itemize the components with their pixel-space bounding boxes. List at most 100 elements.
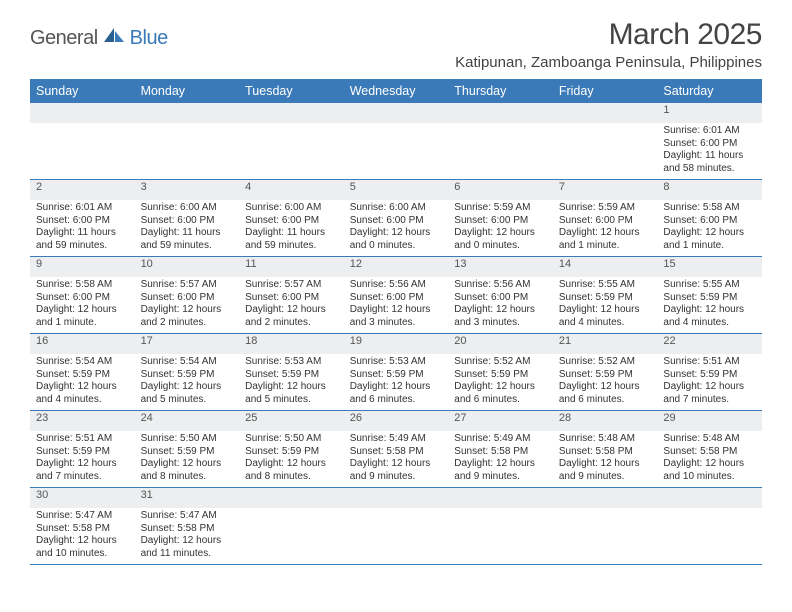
sunrise-line: Sunrise: 5:59 AM <box>454 202 547 215</box>
daylight-line: Daylight: 12 hours and 0 minutes. <box>454 227 547 252</box>
empty-cell <box>239 103 344 123</box>
week-info-row: Sunrise: 5:58 AMSunset: 6:00 PMDaylight:… <box>30 277 762 334</box>
day-number: 20 <box>448 334 553 354</box>
day-info: Sunrise: 5:48 AMSunset: 5:58 PMDaylight:… <box>553 431 658 487</box>
day-info: Sunrise: 5:54 AMSunset: 5:59 PMDaylight:… <box>135 354 240 410</box>
sunrise-line: Sunrise: 5:50 AM <box>245 433 338 446</box>
brand-logo: General Blue <box>30 18 168 50</box>
daylight-line: Daylight: 12 hours and 8 minutes. <box>245 458 338 483</box>
sunset-line: Sunset: 6:00 PM <box>559 215 652 228</box>
day-info: Sunrise: 6:00 AMSunset: 6:00 PMDaylight:… <box>344 200 449 256</box>
daylight-line: Daylight: 12 hours and 5 minutes. <box>245 381 338 406</box>
empty-cell <box>553 123 658 179</box>
week-info-row: Sunrise: 5:51 AMSunset: 5:59 PMDaylight:… <box>30 431 762 488</box>
sunset-line: Sunset: 5:58 PM <box>454 446 547 459</box>
week-daynum-row: 3031 <box>30 488 762 508</box>
day-info: Sunrise: 5:50 AMSunset: 5:59 PMDaylight:… <box>135 431 240 487</box>
day-info: Sunrise: 5:58 AMSunset: 6:00 PMDaylight:… <box>657 200 762 256</box>
day-info: Sunrise: 5:52 AMSunset: 5:59 PMDaylight:… <box>553 354 658 410</box>
sunset-line: Sunset: 5:59 PM <box>663 369 756 382</box>
day-info: Sunrise: 5:49 AMSunset: 5:58 PMDaylight:… <box>344 431 449 487</box>
daylight-line: Daylight: 12 hours and 6 minutes. <box>454 381 547 406</box>
day-number: 21 <box>553 334 658 354</box>
daylight-line: Daylight: 12 hours and 11 minutes. <box>141 535 234 560</box>
daylight-line: Daylight: 11 hours and 59 minutes. <box>245 227 338 252</box>
week-daynum-row: 1 <box>30 103 762 123</box>
sunset-line: Sunset: 6:00 PM <box>141 292 234 305</box>
empty-cell <box>239 123 344 179</box>
daylight-line: Daylight: 12 hours and 4 minutes. <box>36 381 129 406</box>
sunrise-line: Sunrise: 5:52 AM <box>454 356 547 369</box>
sunset-line: Sunset: 6:00 PM <box>454 292 547 305</box>
daylight-line: Daylight: 12 hours and 10 minutes. <box>36 535 129 560</box>
daylight-line: Daylight: 11 hours and 59 minutes. <box>36 227 129 252</box>
day-number: 18 <box>239 334 344 354</box>
empty-cell <box>239 508 344 564</box>
week-info-row: Sunrise: 5:54 AMSunset: 5:59 PMDaylight:… <box>30 354 762 411</box>
empty-cell <box>657 488 762 508</box>
day-info: Sunrise: 5:50 AMSunset: 5:59 PMDaylight:… <box>239 431 344 487</box>
sunset-line: Sunset: 5:58 PM <box>559 446 652 459</box>
day-info: Sunrise: 6:01 AMSunset: 6:00 PMDaylight:… <box>657 123 762 179</box>
weekday-tuesday: Tuesday <box>239 79 344 103</box>
day-info: Sunrise: 6:01 AMSunset: 6:00 PMDaylight:… <box>30 200 135 256</box>
calendar-page: General Blue March 2025 Katipunan, Zambo… <box>0 0 792 565</box>
day-number: 9 <box>30 257 135 277</box>
day-number: 4 <box>239 180 344 200</box>
empty-cell <box>30 103 135 123</box>
daylight-line: Daylight: 12 hours and 7 minutes. <box>663 381 756 406</box>
daylight-line: Daylight: 12 hours and 7 minutes. <box>36 458 129 483</box>
day-number: 29 <box>657 411 762 431</box>
daylight-line: Daylight: 12 hours and 4 minutes. <box>663 304 756 329</box>
day-number: 14 <box>553 257 658 277</box>
empty-cell <box>344 508 449 564</box>
day-number: 25 <box>239 411 344 431</box>
weekday-sunday: Sunday <box>30 79 135 103</box>
week-daynum-row: 16171819202122 <box>30 334 762 354</box>
sunrise-line: Sunrise: 6:00 AM <box>141 202 234 215</box>
sunrise-line: Sunrise: 5:58 AM <box>36 279 129 292</box>
sunrise-line: Sunrise: 5:52 AM <box>559 356 652 369</box>
sail-icon <box>102 26 128 44</box>
sunrise-line: Sunrise: 6:00 AM <box>350 202 443 215</box>
daylight-line: Daylight: 12 hours and 6 minutes. <box>350 381 443 406</box>
empty-cell <box>344 123 449 179</box>
sunrise-line: Sunrise: 5:47 AM <box>36 510 129 523</box>
sunset-line: Sunset: 6:00 PM <box>245 215 338 228</box>
day-info: Sunrise: 5:59 AMSunset: 6:00 PMDaylight:… <box>448 200 553 256</box>
day-number: 15 <box>657 257 762 277</box>
daylight-line: Daylight: 12 hours and 5 minutes. <box>141 381 234 406</box>
day-info: Sunrise: 5:47 AMSunset: 5:58 PMDaylight:… <box>135 508 240 564</box>
weekday-wednesday: Wednesday <box>344 79 449 103</box>
sunset-line: Sunset: 5:59 PM <box>36 446 129 459</box>
day-info: Sunrise: 5:47 AMSunset: 5:58 PMDaylight:… <box>30 508 135 564</box>
daylight-line: Daylight: 12 hours and 1 minute. <box>559 227 652 252</box>
day-number: 8 <box>657 180 762 200</box>
daylight-line: Daylight: 12 hours and 3 minutes. <box>454 304 547 329</box>
page-title: March 2025 <box>609 18 762 52</box>
calendar-body: 1Sunrise: 6:01 AMSunset: 6:00 PMDaylight… <box>30 103 762 565</box>
sunrise-line: Sunrise: 5:47 AM <box>141 510 234 523</box>
empty-cell <box>344 488 449 508</box>
day-number: 23 <box>30 411 135 431</box>
location-subtitle: Katipunan, Zamboanga Peninsula, Philippi… <box>30 54 762 71</box>
sunset-line: Sunset: 6:00 PM <box>141 215 234 228</box>
sunrise-line: Sunrise: 5:57 AM <box>245 279 338 292</box>
sunset-line: Sunset: 5:59 PM <box>559 292 652 305</box>
day-info: Sunrise: 5:54 AMSunset: 5:59 PMDaylight:… <box>30 354 135 410</box>
day-info: Sunrise: 5:51 AMSunset: 5:59 PMDaylight:… <box>657 354 762 410</box>
daylight-line: Daylight: 12 hours and 9 minutes. <box>350 458 443 483</box>
sunrise-line: Sunrise: 5:48 AM <box>559 433 652 446</box>
empty-cell <box>448 123 553 179</box>
daylight-line: Daylight: 12 hours and 6 minutes. <box>559 381 652 406</box>
brand-part1: General <box>30 27 98 50</box>
sunset-line: Sunset: 5:58 PM <box>141 523 234 536</box>
day-number: 16 <box>30 334 135 354</box>
day-number: 3 <box>135 180 240 200</box>
sunset-line: Sunset: 5:59 PM <box>36 369 129 382</box>
header: General Blue March 2025 <box>30 18 762 52</box>
day-info: Sunrise: 5:48 AMSunset: 5:58 PMDaylight:… <box>657 431 762 487</box>
sunset-line: Sunset: 5:58 PM <box>36 523 129 536</box>
sunrise-line: Sunrise: 5:51 AM <box>663 356 756 369</box>
day-info: Sunrise: 5:49 AMSunset: 5:58 PMDaylight:… <box>448 431 553 487</box>
